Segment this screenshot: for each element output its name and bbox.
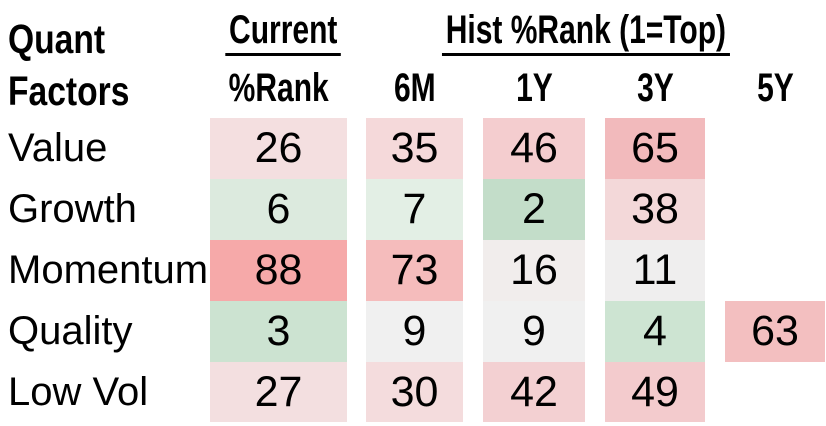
heatmap-cell-momentum-3y: 11 <box>605 240 705 301</box>
row-label-growth: Growth <box>8 187 137 231</box>
heatmap-cell-growth-3y: 38 <box>605 179 705 240</box>
heatmap-cell-quality-1y: 9 <box>483 301 585 362</box>
row-label-value: Value <box>8 126 108 170</box>
row-label-momentum: Momentum <box>8 248 209 292</box>
heatmap-cell-low-vol-3y: 49 <box>605 362 705 422</box>
heatmap-cell-value-6m: 35 <box>366 118 463 179</box>
col-header-current-rank-label: %Rank <box>228 66 329 110</box>
col-header-current-rank: %Rank <box>210 66 347 110</box>
heatmap-cell-momentum-1y: 16 <box>483 240 585 301</box>
col-header-5y: 5Y <box>725 66 825 110</box>
heatmap-cell-low-vol-current-rank: 27 <box>210 362 347 422</box>
col-header-3y-label: 3Y <box>636 66 674 110</box>
table-title-line-factors: Factors <box>8 68 130 114</box>
heatmap-cell-quality-5y: 63 <box>725 301 825 362</box>
heatmap-cell-momentum-current-rank: 88 <box>210 240 347 301</box>
column-group-current: Current <box>206 8 351 56</box>
col-header-1y: 1Y <box>483 66 585 110</box>
heatmap-cell-value-3y: 65 <box>605 118 705 179</box>
column-group-hist-rank-label: Hist %Rank (1=Top) <box>442 8 730 56</box>
heatmap-cell-low-vol-1y: 42 <box>483 362 585 422</box>
column-group-hist-rank: Hist %Rank (1=Top) <box>366 8 806 56</box>
heatmap-cell-quality-6m: 9 <box>366 301 463 362</box>
heatmap-cell-quality-current-rank: 3 <box>210 301 347 362</box>
heatmap-cell-momentum-6m: 73 <box>366 240 463 301</box>
col-header-1y-label: 1Y <box>515 66 553 110</box>
heatmap-cell-quality-3y: 4 <box>605 301 705 362</box>
col-header-5y-label: 5Y <box>756 66 794 110</box>
heatmap-cell-low-vol-6m: 30 <box>366 362 463 422</box>
heatmap-cell-growth-1y: 2 <box>483 179 585 240</box>
row-label-low-vol: Low Vol <box>8 369 149 414</box>
col-header-6m-label: 6M <box>393 66 436 110</box>
col-header-3y: 3Y <box>605 66 705 110</box>
heatmap-cell-growth-current-rank: 6 <box>210 179 347 240</box>
col-header-6m: 6M <box>366 66 463 110</box>
row-label-quality: Quality <box>8 309 133 353</box>
heatmap-cell-value-1y: 46 <box>483 118 585 179</box>
heatmap-cell-growth-6m: 7 <box>366 179 463 240</box>
column-group-current-label: Current <box>225 8 342 56</box>
heatmap-cell-value-current-rank: 26 <box>210 118 347 179</box>
table-title-line-quant: Quant <box>8 16 106 62</box>
